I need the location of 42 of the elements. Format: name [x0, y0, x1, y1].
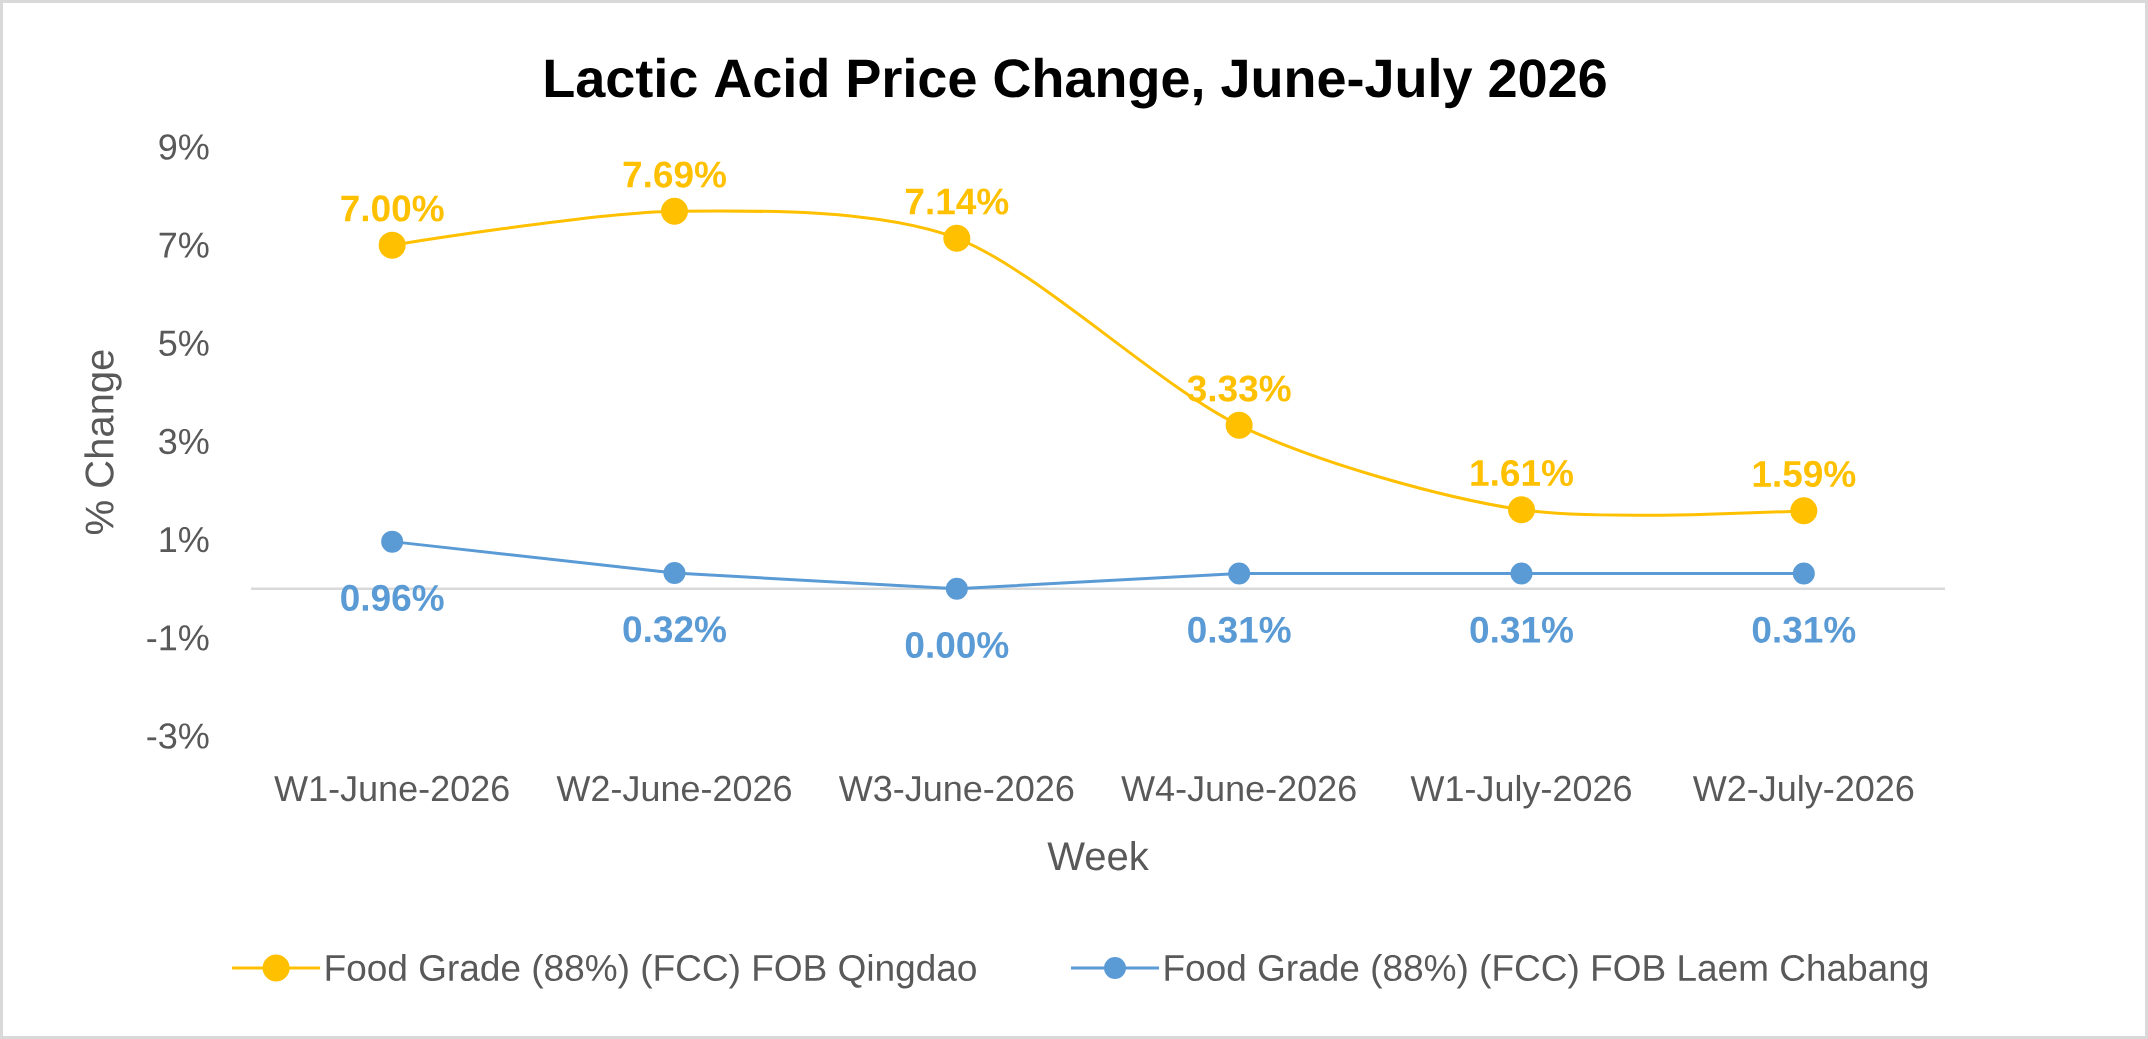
point	[1228, 562, 1251, 585]
data-label: 1.61%	[1471, 459, 1573, 487]
legend-label: Food Grade (88%) (FCC) FOB Qingdao	[326, 953, 976, 989]
chart-title: Lactic Acid Price Change, June-July 2026	[545, 57, 1606, 109]
point	[1790, 497, 1818, 525]
y-tick-label: 5%	[159, 330, 209, 356]
x-tick-label: W1-July-2026	[1410, 774, 1631, 809]
point	[945, 577, 968, 600]
data-label: 0.96%	[341, 584, 444, 611]
data-label: 7.00%	[341, 195, 444, 222]
data-label: 0.31%	[1470, 616, 1573, 643]
data-label: 3.33%	[1187, 375, 1291, 402]
y-tick-label: 7%	[159, 232, 209, 258]
x-tick-label: W2-July-2026	[1692, 774, 1914, 809]
x-tick-label: W2-June-2026	[556, 775, 791, 802]
x-tick-label: W1-June-2026	[274, 775, 509, 802]
x-tick-label: W3-June-2026	[838, 775, 1074, 802]
data-label: 7.69%	[623, 161, 726, 188]
point	[943, 224, 971, 252]
point	[661, 197, 688, 225]
point	[1510, 562, 1533, 585]
data-label: 0.00%	[905, 631, 1009, 659]
y-tick-label: 3%	[159, 428, 209, 455]
point	[663, 562, 686, 585]
data-label: 0.32%	[623, 616, 726, 643]
point	[378, 231, 406, 259]
y-tick-label: -3%	[147, 723, 209, 749]
data-label: 1.59%	[1753, 460, 1856, 488]
point	[381, 530, 404, 553]
y-axis-title: % Change	[84, 350, 122, 534]
x-tick-label: W4-June-2026	[1121, 775, 1356, 802]
y-tick-label: -1%	[147, 625, 209, 651]
data-label: 0.31%	[1752, 616, 1856, 643]
y-tick-label: 1%	[160, 527, 209, 553]
y-tick-label: 9%	[159, 134, 209, 160]
x-axis-title: Week	[1047, 841, 1149, 871]
point	[1507, 496, 1535, 524]
legend-label: Food Grade (88%) (FCC) FOB Laem Chabang	[1165, 953, 1927, 989]
data-label: 7.14%	[905, 188, 1009, 215]
point	[1225, 411, 1253, 439]
data-label: 0.31%	[1188, 616, 1291, 643]
point	[1792, 562, 1815, 585]
